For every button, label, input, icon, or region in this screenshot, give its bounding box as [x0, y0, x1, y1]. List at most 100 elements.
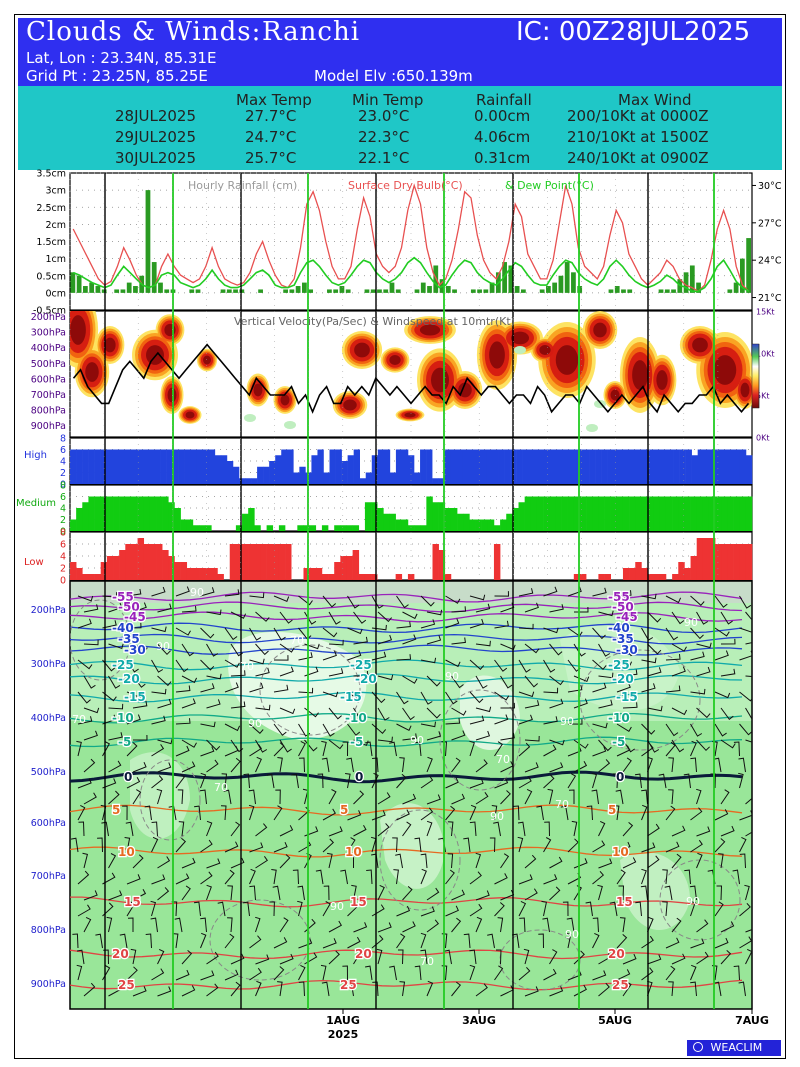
cloud-bar	[407, 455, 415, 484]
cloud-bar	[573, 496, 581, 531]
wind-barb	[151, 821, 158, 837]
vv-blob	[389, 355, 401, 365]
cloud-bar	[498, 449, 505, 484]
vv-tick-label: 800hPa	[31, 406, 66, 417]
cloud-bar	[287, 449, 294, 484]
wind-barb	[322, 938, 337, 949]
wind-barb	[377, 707, 390, 721]
wind-barb	[671, 707, 688, 716]
wind-barb	[83, 792, 97, 805]
rain-bar	[614, 286, 620, 293]
cloud-bar	[199, 568, 206, 580]
wind-barb	[475, 759, 488, 773]
wind-barb	[720, 638, 736, 645]
cloud-bar	[450, 508, 458, 531]
rain-bar	[295, 286, 301, 293]
wind-barb	[273, 937, 288, 949]
wind-barb	[518, 776, 532, 789]
cloud-bar	[303, 525, 310, 531]
wind-barb	[622, 643, 636, 657]
vv-tick-label: 600hPa	[31, 374, 66, 385]
temp-contour-label: -5	[118, 735, 131, 749]
rain-bar	[420, 282, 426, 293]
rain-bar	[151, 262, 157, 293]
cloud-bar	[690, 496, 698, 531]
x-tick-label: 7AUG	[735, 1014, 769, 1027]
rh-label: 90	[445, 670, 459, 683]
wind-barb	[127, 917, 134, 932]
cloud-bar	[178, 449, 185, 484]
header-bar: Clouds & Winds: Ranchi IC: 00Z28JUL2025 …	[18, 17, 782, 86]
temp-contour-label: -55	[608, 590, 630, 604]
cloud-bar	[184, 449, 192, 484]
wind-barb	[619, 917, 626, 933]
wind-barb	[738, 981, 746, 997]
wind-barb	[347, 810, 362, 821]
wind-barb	[494, 965, 504, 981]
temp-contour-label: 15	[616, 895, 633, 909]
wind-barb	[396, 905, 411, 917]
wind-barb	[613, 805, 620, 821]
wind-barb	[426, 980, 434, 997]
wind-barb	[543, 627, 559, 634]
wind-barb	[500, 675, 513, 689]
wind-barb	[273, 655, 289, 661]
temp-contour-label: -15	[340, 690, 362, 704]
wind-barb	[279, 611, 293, 624]
wind-barb	[665, 805, 676, 821]
wind-barb	[732, 869, 740, 885]
wind-barb	[445, 805, 456, 821]
wind-barb	[347, 691, 363, 701]
wind-barb	[132, 986, 147, 997]
cloud-bar	[217, 574, 224, 580]
wind-barb	[494, 873, 508, 885]
wind-barb	[181, 643, 195, 657]
wind-barb	[513, 805, 520, 821]
wind-barb	[249, 868, 256, 885]
rh-label: 90	[248, 717, 262, 730]
cloud-bar	[162, 496, 169, 531]
wind-barb	[347, 723, 361, 736]
wind-barb	[102, 778, 117, 789]
wind-barb	[328, 950, 340, 965]
wind-barb	[739, 691, 752, 702]
cloud-bar	[492, 449, 499, 484]
temp-contour-label: 25	[612, 978, 629, 992]
wind-barb	[402, 821, 412, 837]
rain-bar	[189, 289, 195, 293]
wind-barb	[716, 885, 723, 901]
wind-barb	[200, 772, 207, 789]
wind-barb	[720, 707, 734, 721]
wind-barb	[322, 808, 336, 821]
wind-barb	[273, 684, 289, 693]
wind-barb	[451, 707, 467, 716]
wind-barb	[206, 858, 221, 869]
wind-barb	[598, 610, 614, 617]
cloud-bar	[303, 568, 310, 580]
cloud-bar	[88, 574, 95, 580]
cloud-bar	[679, 449, 686, 484]
wind-barb	[76, 740, 82, 757]
vv-tick-label: 500hPa	[31, 359, 66, 370]
wind-barb	[249, 682, 264, 693]
cloud-bar	[156, 544, 163, 580]
cloud-bar	[678, 562, 685, 580]
wind-barb	[494, 714, 509, 725]
wind-barb	[151, 744, 165, 757]
wind-barb	[347, 650, 362, 661]
rh-label: 70	[72, 713, 86, 726]
wind-barb	[592, 587, 607, 597]
cloud-tick-label: 8	[60, 528, 66, 539]
wind-barb	[616, 869, 626, 885]
rain-tick-label: 0.5cm	[36, 271, 66, 282]
wind-barb	[451, 757, 461, 773]
wind-barb	[328, 789, 337, 805]
cloud-bar	[266, 525, 274, 531]
rain-bar	[627, 289, 633, 293]
cloud-bar	[739, 544, 747, 580]
wind-barb	[640, 885, 648, 901]
cloud-tick-label: 0	[60, 527, 66, 538]
temp-contour-label: -25	[350, 658, 372, 672]
rain-bar	[564, 262, 570, 293]
temp-contour-label: 20	[608, 947, 625, 961]
